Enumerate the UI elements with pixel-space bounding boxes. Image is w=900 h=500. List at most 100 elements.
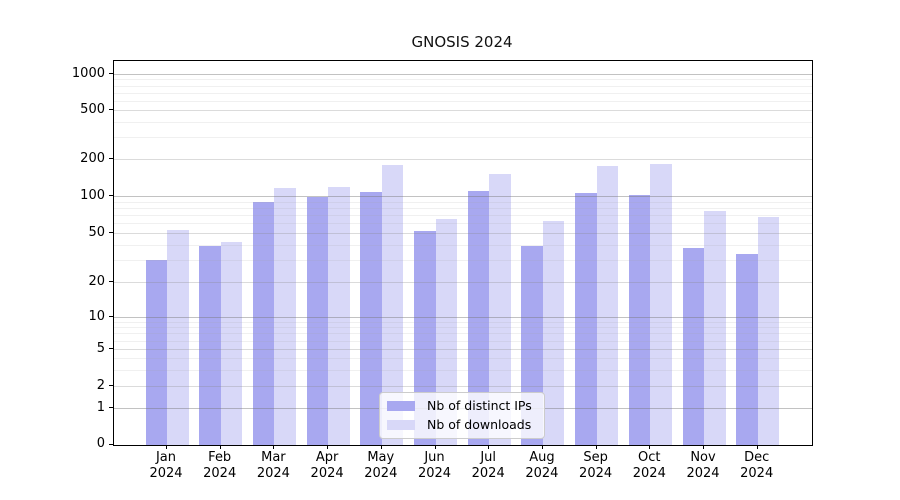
x-tick-mark-jul: [488, 445, 490, 449]
gridline-20: [114, 282, 812, 283]
bar-downloads-may: [381, 165, 404, 445]
gridline-300: [114, 137, 812, 139]
x-tick-mark-aug: [541, 445, 543, 449]
bar-distinct-ips-sep: [575, 193, 597, 445]
bar-distinct-ips-mar: [252, 201, 275, 445]
legend-item-distinct-ips: Nb of distinct IPs: [387, 399, 532, 413]
y-tick-label-1: 1: [96, 399, 105, 415]
x-tick-mark-oct: [649, 445, 651, 449]
x-tick-label-jul: Jul 2024: [471, 450, 505, 481]
bar-downloads-oct: [650, 163, 672, 445]
bar-distinct-ips-feb: [199, 246, 221, 445]
x-tick-label-dec: Dec 2024: [740, 450, 774, 481]
bar-downloads-sep: [596, 166, 619, 445]
x-tick-label-mar: Mar 2024: [256, 450, 290, 481]
x-tick-mark-sep: [595, 445, 597, 449]
gridline-6: [114, 340, 812, 342]
x-tick-mark-apr: [327, 445, 329, 449]
bar-distinct-ips-jan: [145, 260, 167, 445]
x-tick-mark-dec: [756, 445, 758, 449]
y-tick-label-1000: 1000: [71, 65, 105, 81]
y-tick-mark-50: [109, 232, 113, 233]
x-tick-label-nov: Nov 2024: [686, 450, 720, 481]
plot-area: Nb of distinct IPs Nb of downloads: [113, 60, 813, 446]
x-tick-label-feb: Feb 2024: [203, 450, 237, 481]
gridline-1000: [114, 74, 812, 75]
gridline-30: [114, 260, 812, 262]
bar-distinct-ips-may: [360, 191, 382, 445]
x-tick-label-jun: Jun 2024: [417, 450, 452, 481]
gridline-5: [114, 349, 812, 350]
y-tick-label-2: 2: [96, 377, 105, 393]
gridline-900: [114, 79, 812, 81]
bar-downloads-jun: [435, 218, 457, 445]
gridline-60: [114, 223, 812, 225]
gridline-9: [114, 321, 812, 323]
gridline-2: [114, 386, 812, 387]
bar-distinct-ips-jun: [414, 230, 436, 445]
gridline-200: [114, 159, 812, 160]
x-tick-label-aug: Aug 2024: [525, 450, 559, 481]
gridline-90: [114, 201, 812, 203]
bar-distinct-ips-dec: [736, 253, 758, 445]
legend-swatch-distinct-ips: [387, 401, 415, 411]
gridline-600: [114, 100, 812, 102]
bar-distinct-ips-jul: [467, 190, 490, 445]
y-tick-mark-20: [109, 281, 113, 282]
gridline-10: [114, 317, 812, 318]
gridline-80: [114, 207, 812, 209]
bar-downloads-aug: [542, 220, 565, 445]
legend: Nb of distinct IPs Nb of downloads: [379, 392, 545, 439]
x-tick-label-apr: Apr 2024: [310, 450, 344, 481]
bar-downloads-mar: [274, 187, 296, 445]
legend-label: Nb of distinct IPs: [427, 398, 532, 413]
gridline-50: [114, 233, 812, 234]
x-tick-mark-nov: [703, 445, 704, 449]
gridline-7: [114, 333, 812, 335]
x-tick-label-jan: Jan 2024: [149, 450, 183, 481]
y-tick-label-10: 10: [88, 308, 105, 324]
bar-downloads-nov: [704, 211, 726, 445]
y-tick-mark-2: [109, 385, 113, 386]
gridline-70: [114, 215, 812, 217]
x-tick-label-sep: Sep 2024: [579, 450, 613, 481]
bar-downloads-apr: [328, 187, 350, 445]
x-tick-label-may: May 2024: [364, 450, 398, 481]
gridline-3: [114, 369, 812, 371]
bar-downloads-jul: [489, 173, 511, 445]
gridline-8: [114, 327, 812, 329]
y-tick-label-5: 5: [96, 340, 105, 356]
x-tick-mark-mar: [273, 445, 275, 449]
bar-distinct-ips-nov: [682, 247, 704, 445]
gridline-40: [114, 244, 812, 246]
y-tick-mark-10: [109, 316, 113, 317]
y-tick-mark-500: [109, 109, 113, 110]
y-tick-mark-1000: [109, 73, 113, 74]
legend-swatch-downloads: [387, 420, 415, 430]
y-tick-mark-0: [109, 443, 113, 445]
legend-label: Nb of downloads: [427, 417, 532, 432]
x-tick-mark-feb: [219, 445, 221, 449]
y-tick-label-100: 100: [80, 187, 105, 203]
gridline-400: [114, 121, 812, 123]
y-tick-mark-100: [109, 195, 113, 196]
bar-distinct-ips-oct: [628, 195, 651, 445]
gridline-100: [114, 196, 812, 197]
x-tick-mark-may: [380, 445, 382, 449]
y-tick-label-200: 200: [80, 150, 105, 166]
gridline-700: [114, 92, 812, 94]
x-tick-mark-jun: [434, 445, 436, 449]
bar-distinct-ips-apr: [306, 197, 329, 445]
gridline-500: [114, 110, 812, 111]
y-tick-label-500: 500: [80, 101, 105, 117]
y-tick-label-0: 0: [96, 436, 105, 451]
bar-downloads-feb: [220, 242, 243, 445]
y-tick-mark-200: [109, 158, 113, 159]
legend-item-downloads: Nb of downloads: [387, 418, 532, 432]
chart-title: GNOSIS 2024: [411, 33, 513, 51]
bar-downloads-jan: [167, 229, 189, 445]
y-tick-mark-5: [109, 348, 113, 349]
y-tick-mark-1: [109, 407, 113, 408]
x-tick-mark-jan: [166, 445, 167, 449]
